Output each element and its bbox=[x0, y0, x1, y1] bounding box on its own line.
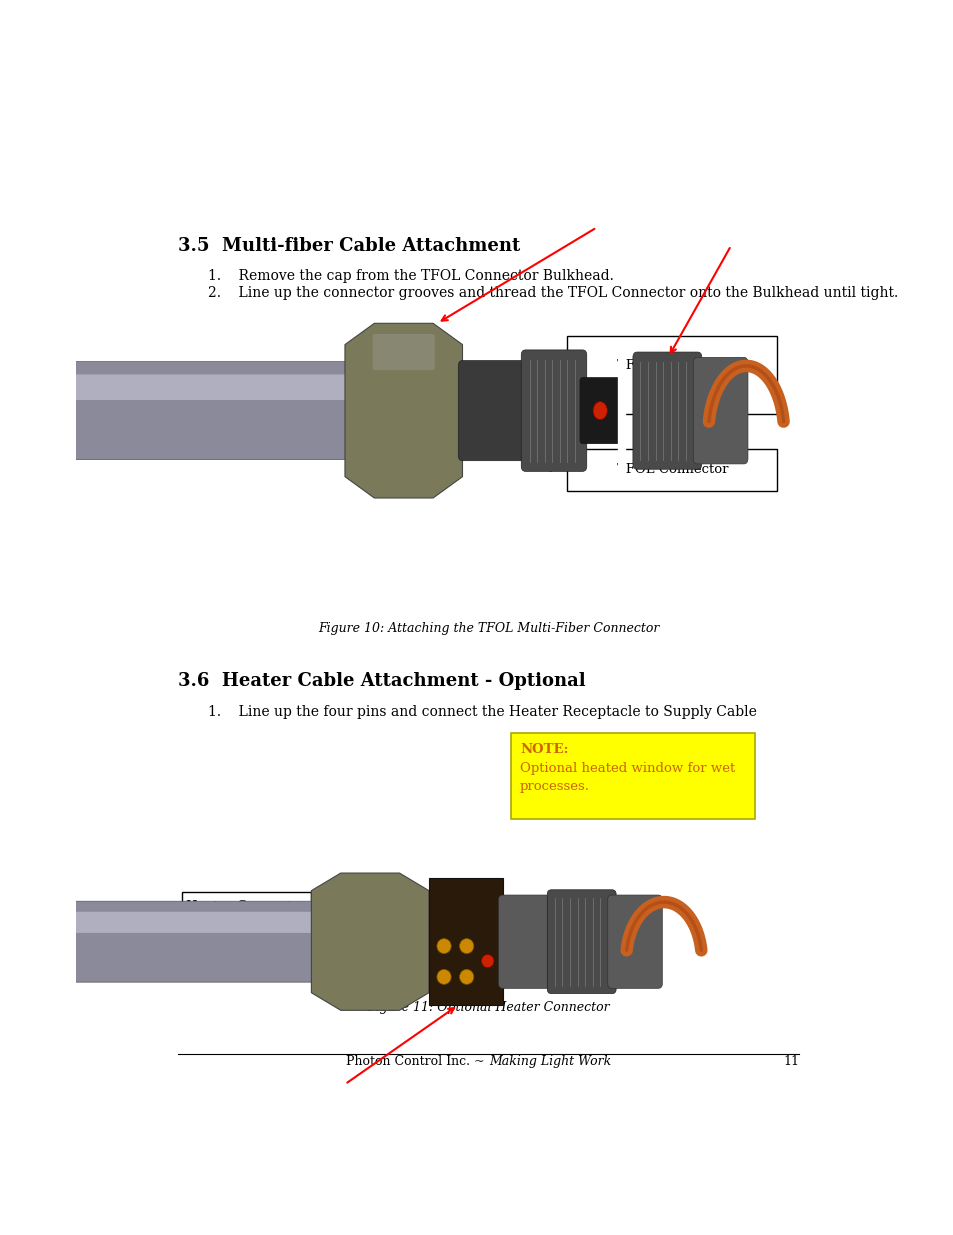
FancyBboxPatch shape bbox=[70, 902, 317, 982]
FancyBboxPatch shape bbox=[182, 892, 311, 940]
Text: 3.6  Heater Cable Attachment - Optional: 3.6 Heater Cable Attachment - Optional bbox=[178, 672, 585, 690]
Text: TFOL Connector: TFOL Connector bbox=[616, 463, 727, 477]
FancyBboxPatch shape bbox=[457, 361, 529, 461]
FancyBboxPatch shape bbox=[74, 374, 346, 400]
Text: 1.    Remove the cap from the TFOL Connector Bulkhead.: 1. Remove the cap from the TFOL Connecto… bbox=[208, 269, 613, 283]
FancyBboxPatch shape bbox=[566, 336, 777, 415]
Text: Optional heated window for wet
processes.: Optional heated window for wet processes… bbox=[519, 762, 735, 793]
Text: Making Light Work: Making Light Work bbox=[488, 1055, 611, 1068]
FancyBboxPatch shape bbox=[429, 878, 502, 1005]
Text: Figure 11: Optional Heater Connector: Figure 11: Optional Heater Connector bbox=[367, 1000, 610, 1014]
Text: 1.    Line up the four pins and connect the Heater Receptacle to Supply Cable: 1. Line up the four pins and connect the… bbox=[208, 705, 756, 719]
Text: 2.    Line up the connector grooves and thread the TFOL Connector onto the Bulkh: 2. Line up the connector grooves and thr… bbox=[208, 287, 898, 300]
FancyBboxPatch shape bbox=[74, 911, 313, 932]
Circle shape bbox=[481, 955, 494, 968]
Text: TFOL Connector
Bulkhead: TFOL Connector Bulkhead bbox=[616, 359, 727, 390]
Polygon shape bbox=[345, 324, 462, 498]
Text: 3.5  Multi-fiber Cable Attachment: 3.5 Multi-fiber Cable Attachment bbox=[178, 237, 520, 254]
FancyBboxPatch shape bbox=[520, 350, 586, 472]
Text: Photon Control Inc. ~: Photon Control Inc. ~ bbox=[346, 1055, 488, 1068]
FancyBboxPatch shape bbox=[693, 357, 747, 464]
FancyBboxPatch shape bbox=[632, 352, 701, 469]
FancyBboxPatch shape bbox=[607, 895, 661, 988]
FancyBboxPatch shape bbox=[373, 333, 435, 370]
Text: 11: 11 bbox=[782, 1055, 799, 1068]
Text: NOTE:: NOTE: bbox=[519, 742, 568, 756]
Circle shape bbox=[593, 401, 607, 420]
FancyBboxPatch shape bbox=[70, 362, 352, 459]
Text: Heater Connector
Receptacle: Heater Connector Receptacle bbox=[186, 900, 307, 931]
Circle shape bbox=[459, 939, 474, 953]
Circle shape bbox=[436, 969, 451, 984]
FancyBboxPatch shape bbox=[547, 889, 616, 994]
FancyBboxPatch shape bbox=[498, 895, 555, 988]
Circle shape bbox=[459, 969, 474, 984]
FancyBboxPatch shape bbox=[511, 734, 755, 819]
FancyBboxPatch shape bbox=[579, 378, 619, 443]
FancyBboxPatch shape bbox=[566, 448, 777, 490]
Text: Figure 10: Attaching the TFOL Multi-Fiber Connector: Figure 10: Attaching the TFOL Multi-Fibe… bbox=[318, 622, 659, 635]
Circle shape bbox=[436, 939, 451, 953]
Polygon shape bbox=[311, 873, 429, 1010]
